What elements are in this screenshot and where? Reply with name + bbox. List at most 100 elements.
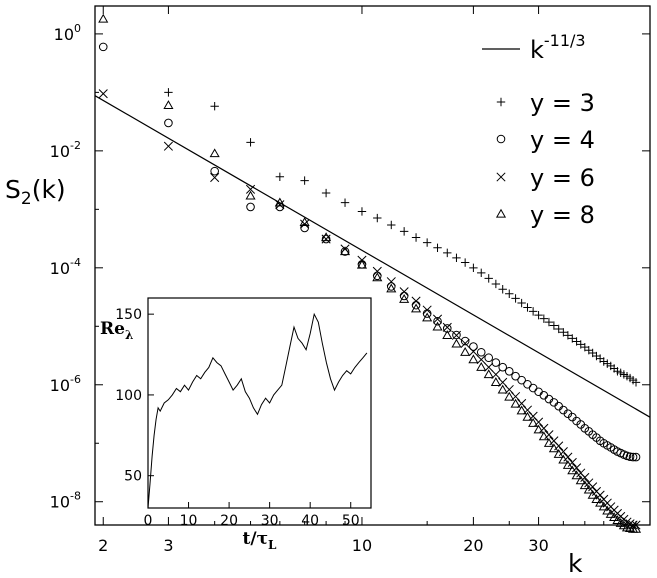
data-points xyxy=(98,13,642,533)
data-point-circle xyxy=(534,387,543,397)
data-point-cross xyxy=(442,322,452,332)
data-point-plus xyxy=(559,328,568,337)
legend-label: y = 6 xyxy=(530,164,595,192)
data-point-circle xyxy=(469,342,478,351)
data-point-triangle xyxy=(575,475,586,485)
data-point-triangle xyxy=(510,398,521,408)
legend-marker-cross xyxy=(496,172,506,182)
data-point-circle xyxy=(554,401,563,411)
data-point-triangle xyxy=(422,312,433,322)
y-tick-label: 10-2 xyxy=(50,139,81,161)
data-point-plus xyxy=(164,88,173,97)
data-point-triangle xyxy=(476,361,487,371)
data-point-cross xyxy=(572,463,582,473)
data-point-plus xyxy=(568,334,577,343)
legend-label: y = 4 xyxy=(530,126,595,154)
data-point-plus xyxy=(517,298,526,308)
axis-labels: S2(k) k xyxy=(5,175,583,578)
x-tick-label: 20 xyxy=(463,536,483,555)
inset-y-tick-label: 100 xyxy=(115,388,142,404)
data-point-triangle xyxy=(451,338,462,348)
data-point-cross xyxy=(534,417,544,427)
data-point-cross xyxy=(321,234,331,244)
data-point-plus xyxy=(460,258,470,267)
data-point-plus xyxy=(340,198,350,207)
data-point-triangle xyxy=(245,190,256,200)
data-point-triangle xyxy=(602,505,613,515)
data-point-cross xyxy=(372,266,382,276)
data-point-triangle xyxy=(516,405,527,415)
data-point-plus xyxy=(554,324,563,334)
data-point-circle xyxy=(246,202,255,212)
data-point-cross xyxy=(245,184,256,194)
data-point-cross xyxy=(539,423,549,433)
data-point-circle xyxy=(628,452,638,462)
main-plot-frame xyxy=(94,5,651,526)
data-point-plus xyxy=(321,188,331,198)
data-point-triangle xyxy=(483,369,494,379)
inset-x-tick-label: 40 xyxy=(301,513,319,529)
legend-marker-plus xyxy=(496,97,506,107)
y-tick-label: 10-8 xyxy=(50,490,81,512)
data-point-circle xyxy=(460,336,470,346)
inset-plot-border xyxy=(147,297,372,509)
data-point-plus xyxy=(603,359,612,368)
inset-y-tick-label: 50 xyxy=(124,469,142,485)
data-point-triangle xyxy=(372,272,383,282)
data-point-triangle xyxy=(468,354,479,364)
data-point-triangle xyxy=(410,303,422,313)
data-point-plus xyxy=(599,357,608,366)
data-point-triangle xyxy=(595,497,606,507)
data-point-triangle xyxy=(567,465,578,475)
data-point-plus xyxy=(452,253,461,263)
data-point-plus xyxy=(373,213,382,223)
data-point-circle xyxy=(275,202,285,212)
data-point-cross xyxy=(468,346,478,357)
reference-power-law-line xyxy=(94,95,651,418)
data-point-triangle xyxy=(591,494,602,503)
data-point-circle xyxy=(164,118,173,128)
data-point-cross xyxy=(300,219,310,229)
data-point-cross xyxy=(98,89,108,99)
x-tick-label: 3 xyxy=(163,536,173,555)
data-point-triangle xyxy=(442,330,453,340)
data-point-triangle xyxy=(522,411,533,421)
data-point-triangle xyxy=(386,283,397,293)
data-point-triangle xyxy=(579,480,590,490)
data-point-circle xyxy=(433,316,442,326)
data-point-circle xyxy=(210,166,219,176)
data-point-cross xyxy=(422,305,432,315)
data-point-plus xyxy=(422,238,432,247)
data-point-triangle xyxy=(548,443,559,453)
data-point-triangle xyxy=(605,509,616,518)
data-point-circle xyxy=(523,379,532,389)
data-point-triangle xyxy=(543,438,555,447)
data-point-circle xyxy=(498,362,508,372)
data-point-cross xyxy=(210,172,220,183)
data-point-cross xyxy=(451,330,462,340)
data-point-circle xyxy=(442,324,452,333)
data-point-triangle xyxy=(497,384,508,394)
data-point-circle xyxy=(528,383,538,393)
x-tick-label: 30 xyxy=(528,536,548,555)
data-point-plus xyxy=(411,233,421,242)
data-point-plus xyxy=(275,172,285,182)
legend-label: y = 8 xyxy=(530,201,595,229)
data-point-plus xyxy=(443,248,452,258)
data-point-triangle xyxy=(460,347,471,356)
data-point-triangle xyxy=(609,512,620,522)
data-point-circle xyxy=(517,375,526,385)
data-point-triangle xyxy=(533,424,544,434)
data-point-triangle xyxy=(528,418,539,427)
data-point-cross xyxy=(567,457,577,467)
data-point-cross xyxy=(563,452,573,462)
inset-y-label: Reλ xyxy=(100,319,133,342)
data-point-plus xyxy=(387,220,396,230)
data-point-triangle xyxy=(274,197,285,207)
data-point-triangle xyxy=(98,13,109,23)
data-point-triangle xyxy=(299,217,310,226)
data-point-cross xyxy=(580,472,590,483)
inset-x-label: t/τL xyxy=(243,529,278,552)
